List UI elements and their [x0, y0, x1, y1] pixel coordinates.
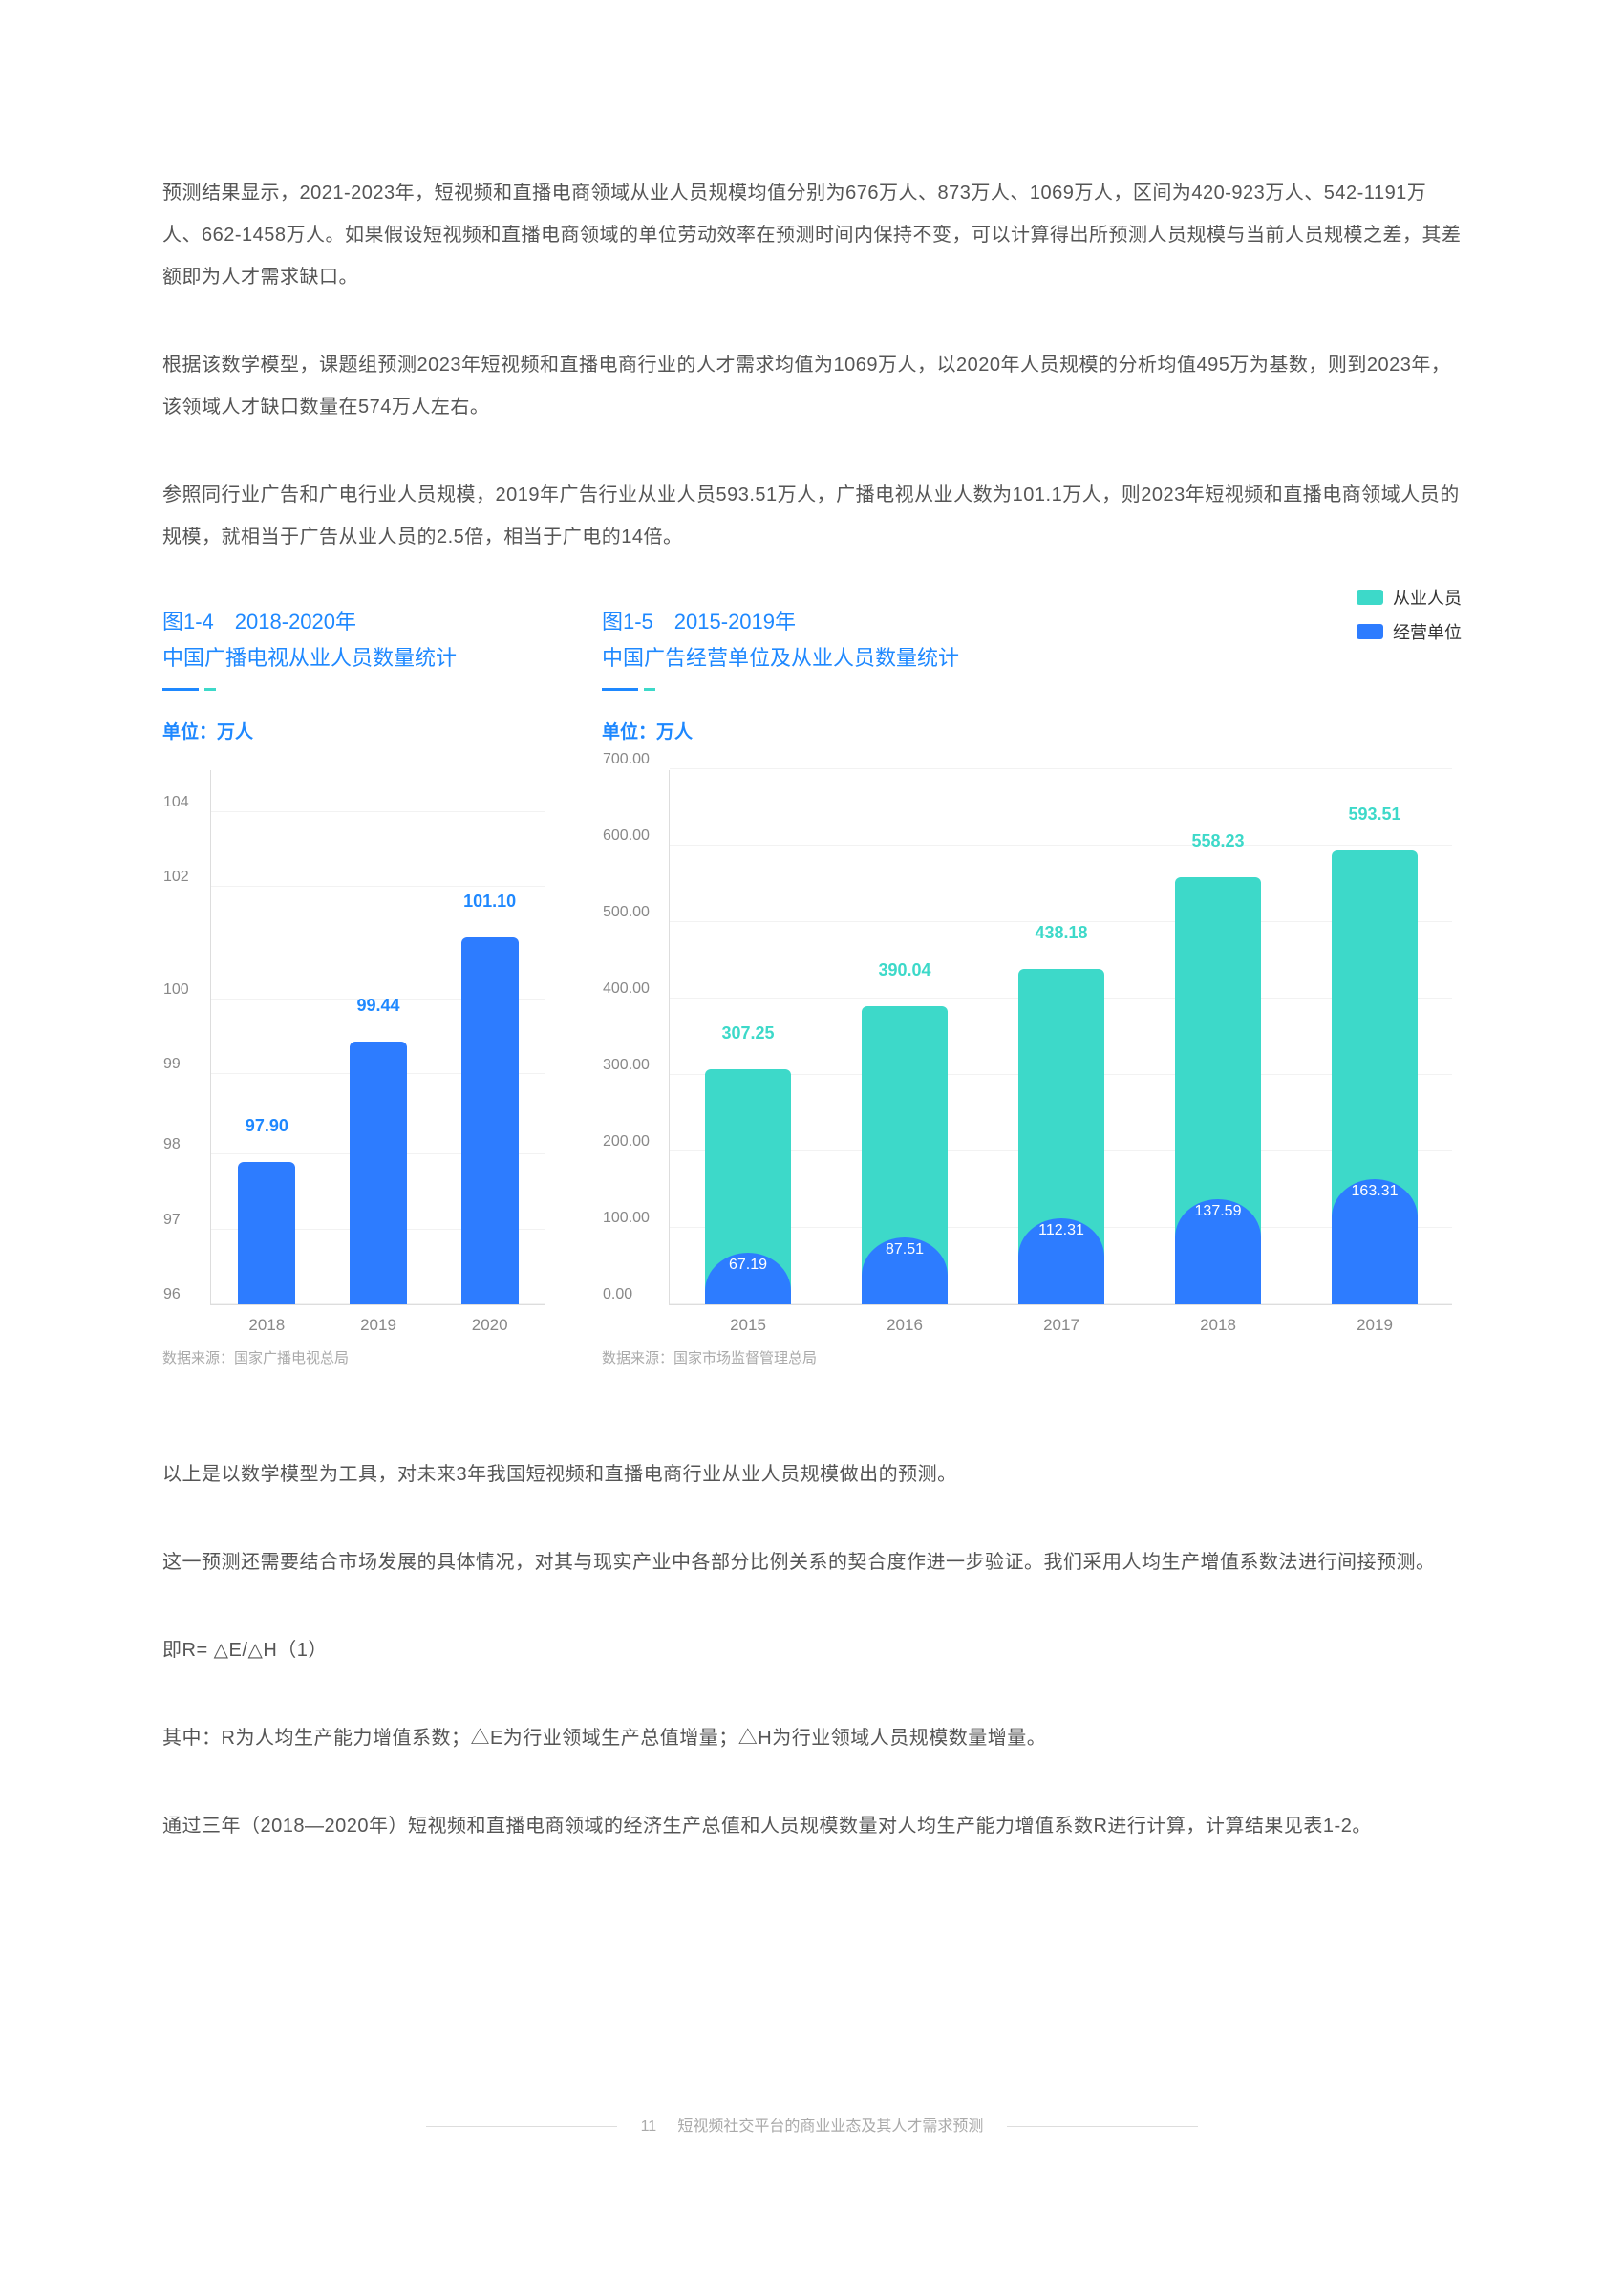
chart-rule-icon — [162, 688, 216, 691]
chart-2-top-label: 390.04 — [878, 960, 930, 980]
legend-item: 经营单位 — [1357, 619, 1462, 644]
chart-2-ytick: 500.00 — [603, 904, 650, 921]
chart-1-ytick: 102 — [163, 869, 189, 886]
chart-2-top-label: 593.51 — [1348, 805, 1400, 825]
chart-2-xlabel: 2015 — [730, 1316, 766, 1335]
chart-rule-icon — [602, 688, 655, 691]
chart-1-bar-label: 99.44 — [356, 996, 399, 1016]
chart-2-legend: 从业人员经营单位 — [1357, 585, 1462, 654]
paragraph-8: 通过三年（2018—2020年）短视频和直播电商领域的经济生产总值和人员规模数量… — [162, 1805, 1462, 1847]
chart-1-title: 图1-4 2018-2020年 中国广播电视从业人员数量统计 — [162, 604, 545, 677]
chart-2-xlabel: 2019 — [1357, 1316, 1393, 1335]
chart-1-xlabel: 2020 — [472, 1316, 508, 1335]
chart-1-ytick: 104 — [163, 794, 189, 811]
chart-1-bar — [350, 1042, 407, 1304]
paragraph-5: 这一预测还需要结合市场发展的具体情况，对其与现实产业中各部分比例关系的契合度作进… — [162, 1541, 1462, 1583]
chart-2-ytick: 600.00 — [603, 828, 650, 845]
paragraph-1: 预测结果显示，2021-2023年，短视频和直播电商领域从业人员规模均值分别为6… — [162, 172, 1462, 298]
chart-2-xlabel: 2018 — [1200, 1316, 1236, 1335]
paragraph-3: 参照同行业广告和广电行业人员规模，2019年广告行业从业人员593.51万人，广… — [162, 474, 1462, 558]
paragraph-6: 即R= △E/△H（1） — [162, 1629, 1462, 1671]
chart-2-top-label: 307.25 — [721, 1023, 774, 1043]
chart-1-ytick: 96 — [163, 1286, 181, 1303]
chart-2-inner-label: 67.19 — [729, 1257, 767, 1274]
chart-1-title-line2: 中国广播电视从业人员数量统计 — [162, 646, 457, 670]
legend-swatch-icon — [1357, 624, 1383, 639]
chart-1-bar — [461, 937, 519, 1304]
chart-2-top-label: 438.18 — [1035, 923, 1087, 943]
chart-2-source: 数据来源：国家市场监督管理总局 — [602, 1347, 1462, 1367]
chart-2-xlabel: 2017 — [1043, 1316, 1079, 1335]
chart-1-5: 图1-5 2015-2019年 中国广告经营单位及从业人员数量统计 单位：万人 … — [602, 604, 1462, 1367]
chart-2-ytick: 700.00 — [603, 751, 650, 768]
chart-1-xlabel: 2018 — [248, 1316, 285, 1335]
chart-2-title: 图1-5 2015-2019年 中国广告经营单位及从业人员数量统计 — [602, 604, 1462, 677]
chart-2-inner-label: 112.31 — [1038, 1222, 1084, 1239]
chart-2-inner-label: 87.51 — [886, 1241, 924, 1258]
chart-1-ytick: 98 — [163, 1136, 181, 1153]
chart-1-unit: 单位：万人 — [162, 718, 545, 743]
chart-1-4: 图1-4 2018-2020年 中国广播电视从业人员数量统计 单位：万人 969… — [162, 604, 545, 1367]
paragraph-2: 根据该数学模型，课题组预测2023年短视频和直播电商行业的人才需求均值为1069… — [162, 344, 1462, 428]
page-footer: 11 短视频社交平台的商业业态及其人才需求预测 — [0, 2113, 1624, 2136]
chart-1-bar — [238, 1162, 295, 1304]
chart-2-unit: 单位：万人 — [602, 718, 1462, 743]
chart-1-xlabel: 2019 — [360, 1316, 396, 1335]
chart-1-ytick: 100 — [163, 981, 189, 999]
chart-1-bar-label: 101.10 — [463, 892, 516, 912]
paragraph-7: 其中：R为人均生产能力增值系数；△E为行业领域生产总值增量；△H为行业领域人员规… — [162, 1717, 1462, 1759]
chart-1-area: 9697989910010210497.90201899.442019101.1… — [210, 770, 545, 1305]
legend-swatch-icon — [1357, 590, 1383, 605]
legend-label: 经营单位 — [1393, 619, 1462, 644]
chart-2-ytick: 0.00 — [603, 1286, 632, 1303]
chart-1-ytick: 97 — [163, 1212, 181, 1229]
paragraph-4: 以上是以数学模型为工具，对未来3年我国短视频和直播电商行业从业人员规模做出的预测… — [162, 1453, 1462, 1495]
chart-1-bar-label: 97.90 — [246, 1116, 288, 1136]
legend-item: 从业人员 — [1357, 585, 1462, 610]
chart-2-top-label: 558.23 — [1191, 831, 1244, 851]
doc-title: 短视频社交平台的商业业态及其人才需求预测 — [677, 2118, 983, 2135]
page-number: 11 — [641, 2118, 657, 2135]
chart-2-xlabel: 2016 — [887, 1316, 923, 1335]
chart-2-inner-label: 137.59 — [1195, 1203, 1242, 1220]
chart-2-title-line1: 图1-5 2015-2019年 — [602, 610, 796, 634]
chart-2-ytick: 200.00 — [603, 1133, 650, 1150]
chart-2-area: 0.00100.00200.00300.00400.00500.00600.00… — [669, 770, 1452, 1305]
chart-2-inner-label: 163.31 — [1352, 1183, 1399, 1200]
legend-label: 从业人员 — [1393, 585, 1462, 610]
chart-1-ytick: 99 — [163, 1056, 181, 1073]
chart-2-title-line2: 中国广告经营单位及从业人员数量统计 — [602, 646, 959, 670]
chart-2-ytick: 100.00 — [603, 1210, 650, 1227]
charts-row: 图1-4 2018-2020年 中国广播电视从业人员数量统计 单位：万人 969… — [162, 604, 1462, 1367]
chart-1-title-line1: 图1-4 2018-2020年 — [162, 610, 356, 634]
chart-1-source: 数据来源：国家广播电视总局 — [162, 1347, 545, 1367]
chart-2-ytick: 300.00 — [603, 1057, 650, 1074]
chart-2-ytick: 400.00 — [603, 980, 650, 998]
